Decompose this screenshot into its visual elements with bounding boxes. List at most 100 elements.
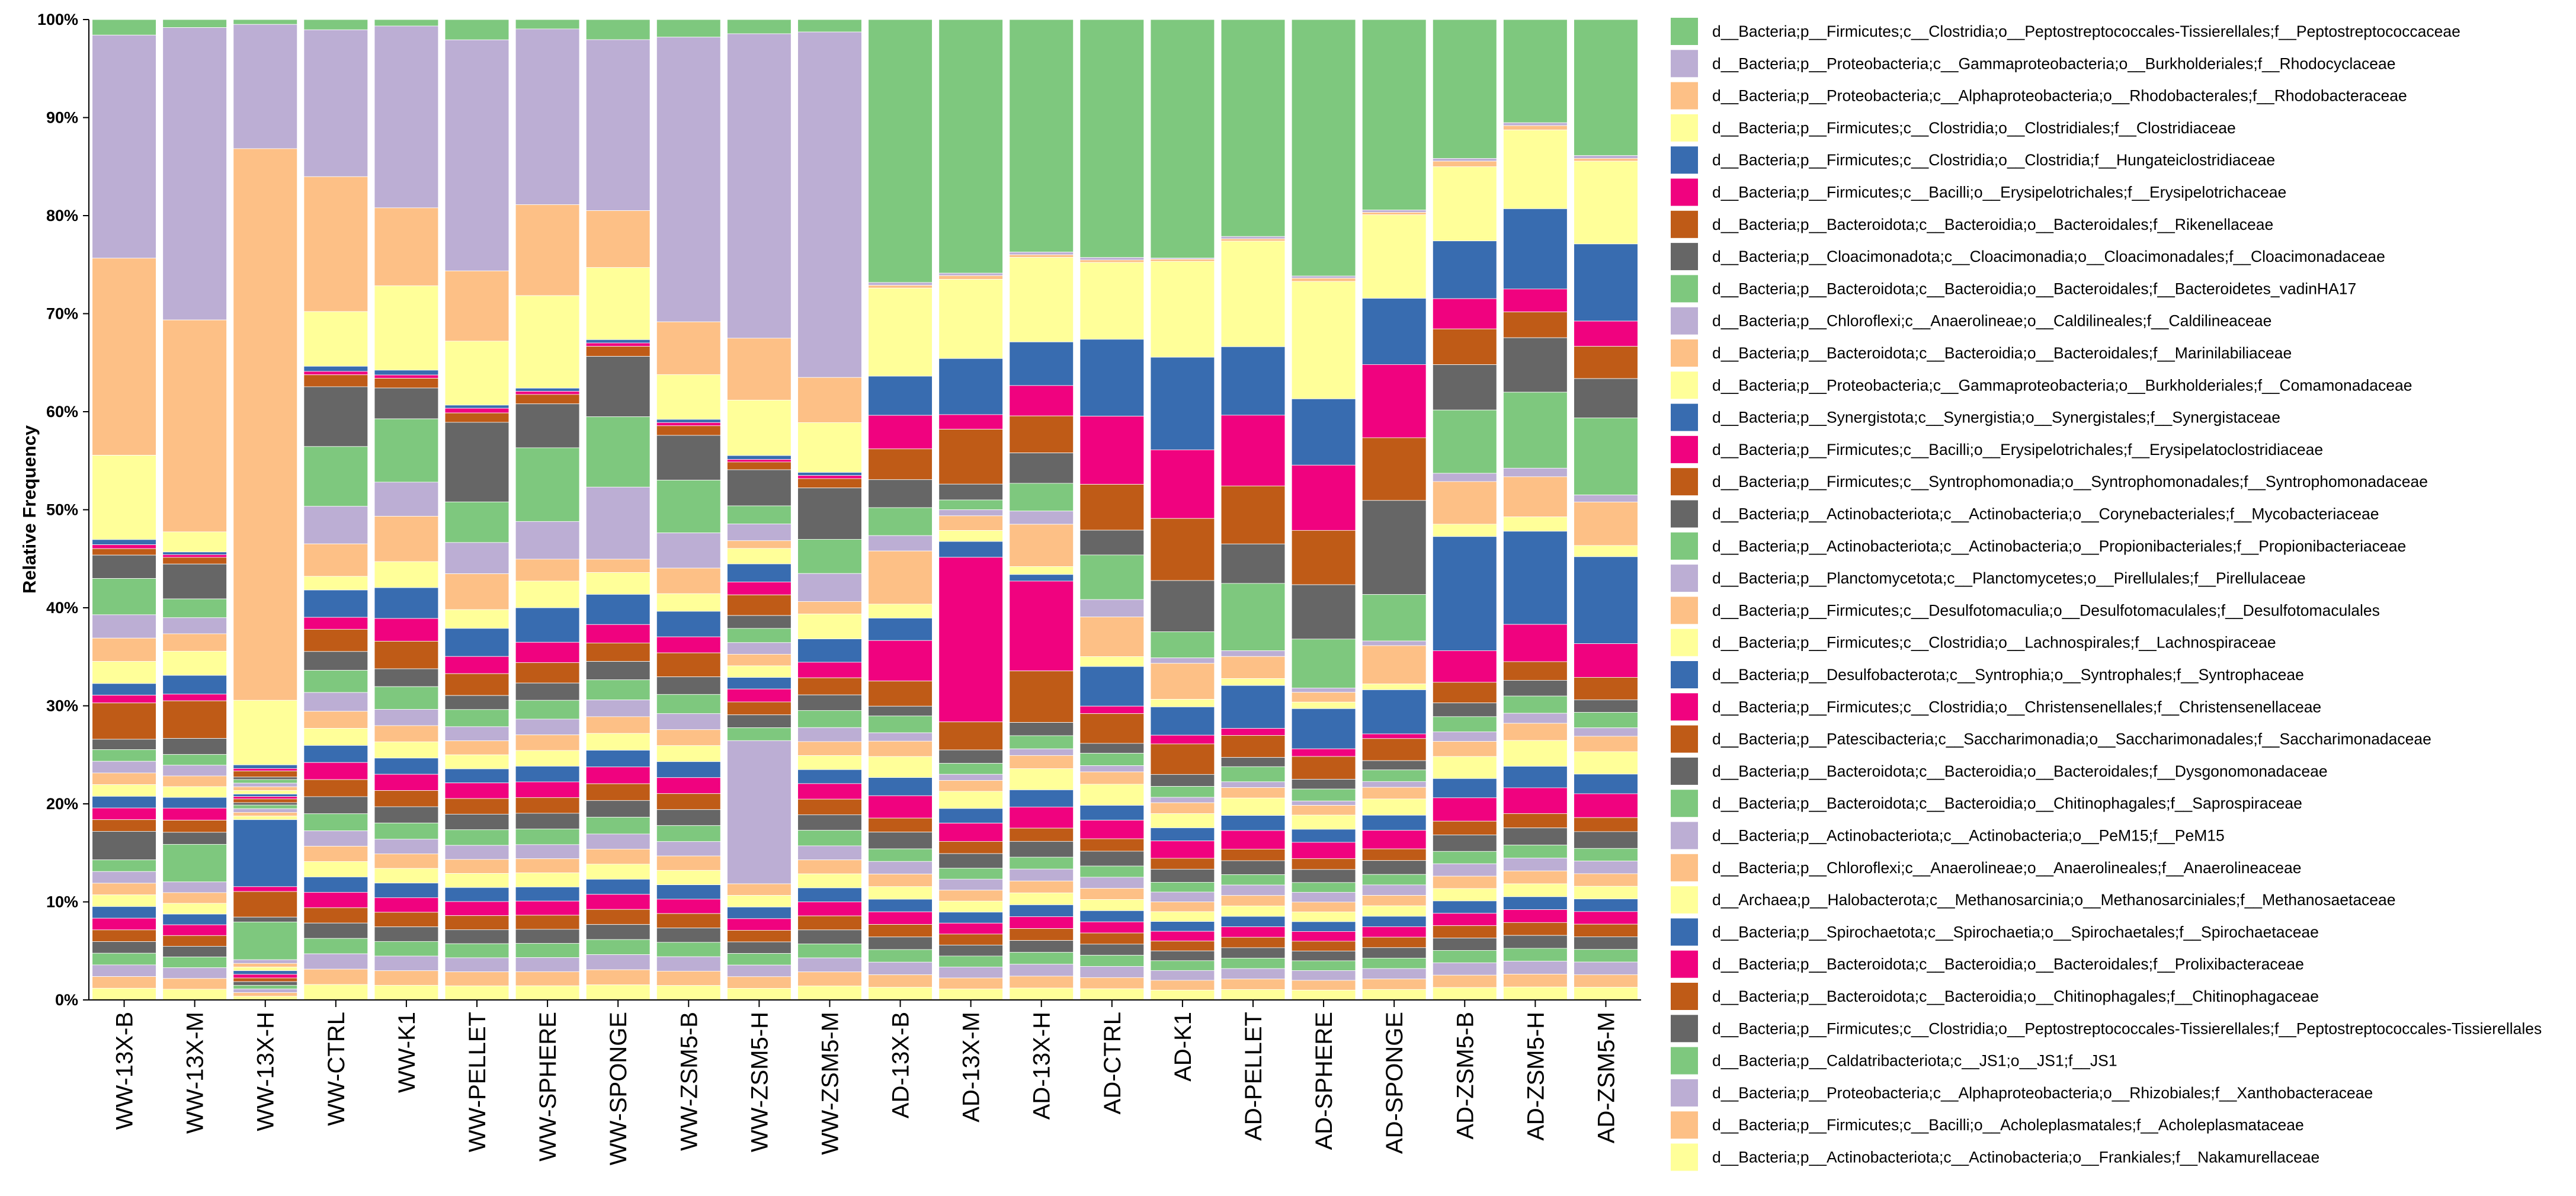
bar-segment-js1	[374, 941, 439, 957]
legend-label: d__Archaea;p__Halobacterota;c__Methanosa…	[1712, 891, 2396, 909]
bar-segment-nakamurellaceae	[1574, 987, 1638, 1001]
bar-segment-spirochaetaceae	[1150, 921, 1215, 932]
bar-segment-peptostreptococcales-tissierellales	[1291, 951, 1356, 961]
bar-segment-syntrophaceae	[1079, 805, 1145, 821]
bar-segment-js1	[1574, 949, 1638, 963]
bar-segment-chitinophagaceae	[938, 934, 1003, 945]
legend-swatch	[1671, 854, 1698, 881]
bar-segment-peptostreptococcales-tissierellales	[444, 929, 510, 944]
bar-segment-desulfotomaculales	[1150, 802, 1215, 814]
bar-segment-nakamurellaceae	[444, 985, 510, 1001]
bar-segment-rhodobacteraceae	[1574, 158, 1638, 162]
bar-segment-pem15	[374, 839, 439, 854]
legend-label: d__Bacteria;p__Bacteroidota;c__Bacteroid…	[1712, 987, 2319, 1005]
bar-segment-propionibacteriaceae	[727, 628, 792, 643]
bar-segment-nakamurellaceae	[868, 987, 933, 1001]
bar-segment-prolixibacteraceae	[938, 922, 1003, 935]
bar-segment-anaerolineaceae	[1361, 895, 1427, 906]
bar-segment-clostridiaceae	[797, 422, 862, 473]
bar-segment-pem15	[303, 831, 369, 847]
bar-segment-erysipelotrichaceae	[1150, 449, 1215, 519]
bar-segment-pirellulaceae	[1574, 727, 1638, 737]
bar-segment-nakamurellaceae	[92, 987, 156, 1001]
bar-segment-christensenellaceae	[1079, 820, 1145, 839]
bar-segment-methanosaetaceae	[797, 873, 862, 889]
bar-segment-peptostreptococcales-tissierellales	[374, 926, 439, 942]
bar-segment-pirellulaceae	[1079, 765, 1145, 772]
bar-segment-peptostreptococcaceae	[374, 19, 439, 27]
bar-segment-acholeplasmataceae	[1574, 974, 1638, 988]
bar-segment-bacteroidetes-vadinha17	[868, 507, 933, 536]
bar-segment-peptostreptococcaceae	[444, 19, 510, 40]
legend-swatch	[1671, 403, 1698, 431]
bar-segment-bacteroidetes-vadinha17	[92, 578, 156, 615]
bar-segment-hungateiclostridiaceae	[1361, 298, 1427, 365]
bar-segment-xanthobacteraceae	[797, 957, 862, 973]
bar-segment-syntrophomonadaceae	[1150, 743, 1215, 775]
bar-segment-cloacimonadaceae	[1291, 584, 1356, 640]
bar-segment-erysipelatoclostridiaceae	[92, 695, 156, 704]
legend-item: d__Bacteria;p__Firmicutes;c__Desulfotoma…	[1671, 597, 2380, 624]
bar-segment-caldilineaceae	[1291, 688, 1356, 693]
legend-swatch	[1671, 822, 1698, 849]
bar-segment-pem15	[1079, 877, 1145, 889]
bar-segment-xanthobacteraceae	[1432, 962, 1497, 976]
bar-segment-saccharimonadaceae	[938, 841, 1003, 854]
legend-swatch	[1671, 146, 1698, 174]
bar-segment-saccharimonadaceae	[1432, 820, 1497, 835]
bar-segment-christensenellaceae	[162, 807, 227, 821]
bar-segment-erysipelatoclostridiaceae	[1220, 728, 1286, 736]
bar-segment-marinilabiliaceae	[444, 573, 510, 610]
legend-item: d__Bacteria;p__Proteobacteria;c__Gammapr…	[1671, 50, 2395, 78]
bar-segment-syntrophaceae	[585, 750, 651, 768]
bar-segment-anaerolineaceae	[1220, 895, 1286, 906]
bar-segment-bacteroidetes-vadinha17	[1503, 392, 1568, 469]
bar-segment-peptostreptococcaceae	[1079, 19, 1145, 258]
bar-segment-erysipelotrichaceae	[92, 544, 156, 549]
legend-label: d__Bacteria;p__Firmicutes;c__Clostridia;…	[1712, 23, 2460, 40]
bar-segment-dysgonomonadaceae	[1150, 868, 1215, 883]
bar-segment-propionibacteriaceae	[1009, 735, 1074, 749]
bar-segment-nakamurellaceae	[1009, 987, 1074, 1001]
legend-label: d__Bacteria;p__Proteobacteria;c__Alphapr…	[1712, 1084, 2373, 1102]
bar-segment-js1	[444, 943, 510, 958]
bar-segment-synergistaceae	[797, 639, 862, 663]
bar-segment-bacteroidetes-vadinha17	[656, 480, 721, 534]
legend-swatch	[1671, 243, 1698, 271]
bar-segment-rhodobacteraceae	[515, 204, 580, 296]
bar-segment-peptostreptococcaceae	[162, 19, 227, 28]
bar-segment-synergistaceae	[938, 541, 1003, 558]
bar-segment-cloacimonadaceae	[585, 356, 651, 417]
bar-segment-clostridiaceae	[162, 531, 227, 553]
bar-segment-christensenellaceae	[92, 807, 156, 820]
bar-segment-synergistaceae	[444, 628, 510, 657]
bar-segment-pirellulaceae	[656, 713, 721, 730]
bar-segment-cloacimonadaceae	[1150, 580, 1215, 632]
bar-segment-pirellulaceae	[162, 765, 227, 777]
legend-item: d__Bacteria;p__Actinobacteriota;c__Actin…	[1671, 822, 2225, 849]
bar-segment-pirellulaceae	[797, 727, 862, 742]
bar-segment-pirellulaceae	[374, 709, 439, 726]
legend-label: d__Bacteria;p__Chloroflexi;c__Anaeroline…	[1712, 312, 2271, 330]
x-tick-label: AD-ZSM5-M	[1594, 1012, 1620, 1143]
bar-segment-rikenellaceae	[1361, 437, 1427, 501]
bar-segment-saprospiraceae	[374, 822, 439, 840]
bar-segment-methanosaetaceae	[1220, 905, 1286, 917]
legend-item: d__Bacteria;p__Planctomycetota;c__Planct…	[1671, 565, 2306, 592]
bar-segment-syntrophaceae	[1361, 815, 1427, 831]
bar-segment-syntrophaceae	[92, 796, 156, 809]
bar-segment-marinilabiliaceae	[1009, 524, 1074, 567]
bar-segment-syntrophomonadaceae	[585, 643, 651, 662]
bar-segment-pem15	[444, 845, 510, 860]
bar-segment-rhodocyclaceae	[1574, 155, 1638, 159]
bar-segment-chitinophagaceae	[162, 935, 227, 947]
bar-segment-hungateiclostridiaceae	[656, 419, 721, 423]
bar-segment-erysipelatoclostridiaceae	[1150, 735, 1215, 745]
bar-segment-propionibacteriaceae	[938, 763, 1003, 775]
bar-segment-anaerolineaceae	[92, 883, 156, 896]
bar-segment-chitinophagaceae	[444, 915, 510, 930]
bar-segment-christensenellaceae	[444, 783, 510, 799]
bar-segment-dysgonomonadaceae	[1291, 869, 1356, 883]
bar-segment-syntrophomonadaceae	[374, 641, 439, 669]
legend-label: d__Bacteria;p__Actinobacteriota;c__Actin…	[1712, 537, 2406, 555]
